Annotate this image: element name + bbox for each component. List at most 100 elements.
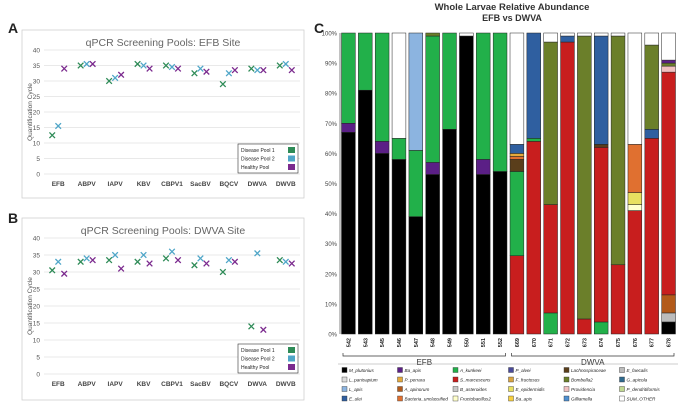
data-point (117, 71, 125, 79)
bar-segment (543, 312, 558, 335)
x-tick-label: 551 (481, 338, 487, 347)
y-tick-label: 20 (33, 304, 41, 311)
data-point (248, 323, 255, 330)
y-tick-label: 30 (33, 79, 41, 86)
data-point (89, 60, 96, 68)
y-tick-label: 15 (33, 321, 41, 328)
legend-swatch (508, 386, 514, 392)
x-tick-label: DWVB (276, 181, 296, 188)
legend-label: Disease Pool 1 (241, 348, 275, 354)
data-point (191, 261, 198, 269)
y-tick-label: 20% (325, 272, 338, 278)
data-point (260, 326, 267, 334)
data-point (219, 268, 227, 276)
group-bracket (342, 353, 506, 357)
legend-swatch (563, 376, 570, 383)
bar-segment (543, 204, 558, 314)
y-tick-label: 0% (328, 333, 337, 339)
x-tick-label: EFB (52, 181, 65, 188)
data-point (231, 66, 239, 74)
bar-segment (577, 35, 592, 320)
bar-segment (476, 32, 491, 160)
legend-label: Ba_apis (405, 368, 422, 373)
legend-swatch (341, 367, 348, 373)
x-tick-label: 669 (515, 338, 521, 347)
bar-segment (644, 32, 659, 46)
x-tick-label: 677 (650, 338, 656, 347)
data-point (231, 258, 239, 266)
bar-segment (374, 32, 390, 142)
data-point (282, 258, 290, 266)
x-tick-label: 549 (448, 338, 454, 347)
x-tick-label: ABPV (78, 181, 97, 188)
legend-label: L_panisapium (349, 378, 378, 383)
bar-segment (391, 138, 407, 160)
legend-label: Disease Pool 2 (241, 157, 275, 163)
bar-segment (341, 132, 356, 335)
legend-swatch (397, 376, 403, 383)
bar-segment (577, 32, 592, 37)
panel-label-a: A (8, 20, 19, 36)
legend-label: Lachnospiraceae (571, 368, 606, 373)
legend-swatch (508, 395, 514, 402)
y-tick-label: 5 (36, 156, 40, 163)
legend-swatch (508, 367, 514, 373)
x-tick-label: 675 (616, 338, 622, 347)
group-label: EFB (416, 358, 432, 367)
legend-swatch (619, 395, 625, 402)
x-tick-label: DWVA (248, 181, 268, 188)
bar-segment (442, 129, 457, 335)
y-tick-label: 30 (33, 270, 41, 277)
bar-segment (627, 210, 643, 335)
y-tick-label: 60% (325, 152, 338, 158)
bar-segment (358, 32, 373, 91)
bar-segment (476, 174, 491, 335)
chart-title: qPCR Screening Pools: EFB Site (86, 37, 241, 49)
y-tick-label: 10% (325, 302, 338, 308)
bar-segment (442, 32, 457, 130)
bar-segment (341, 123, 356, 133)
bar-segment (509, 159, 525, 172)
bar-segment (661, 65, 676, 73)
bar-segment (627, 32, 643, 145)
data-point (254, 250, 261, 257)
y-tick-label: 40% (325, 212, 338, 218)
bar-segment (526, 141, 541, 335)
legend-label: Bacteria_unclassified (405, 397, 449, 402)
y-tick-label: 10 (33, 338, 41, 345)
x-tick-label: ABPV (78, 381, 97, 388)
data-point (248, 65, 255, 72)
x-tick-label: 545 (380, 338, 386, 347)
data-point (77, 258, 84, 266)
x-tick-label: 678 (667, 338, 673, 347)
legend-swatch (397, 386, 403, 392)
legend-label: E_faecalis (627, 368, 649, 373)
data-point (260, 66, 267, 74)
bar-segment (391, 159, 407, 335)
bar-segment (459, 35, 474, 335)
data-point (105, 256, 113, 264)
legend-swatch (619, 386, 625, 392)
legend-label: Healthy Pool (241, 365, 269, 371)
data-point (203, 68, 210, 75)
legend-label: Bombella2 (571, 378, 593, 383)
y-tick-label: 35 (33, 253, 41, 260)
data-point (89, 256, 96, 264)
bar-segment (594, 144, 609, 148)
bar-segment (509, 144, 525, 154)
x-tick-label: 670 (532, 338, 538, 347)
bar-segment (610, 264, 626, 335)
data-point (219, 80, 227, 88)
legend-swatch (288, 164, 295, 170)
legend-label: Providencia (571, 387, 595, 392)
data-point (140, 251, 147, 259)
y-tick-label: 25 (33, 287, 41, 294)
legend-label: S_marcescens (460, 378, 491, 383)
legend-swatch (619, 376, 625, 383)
data-point (174, 256, 182, 264)
x-tick-label: 673 (582, 338, 588, 347)
legend-swatch (288, 347, 295, 353)
